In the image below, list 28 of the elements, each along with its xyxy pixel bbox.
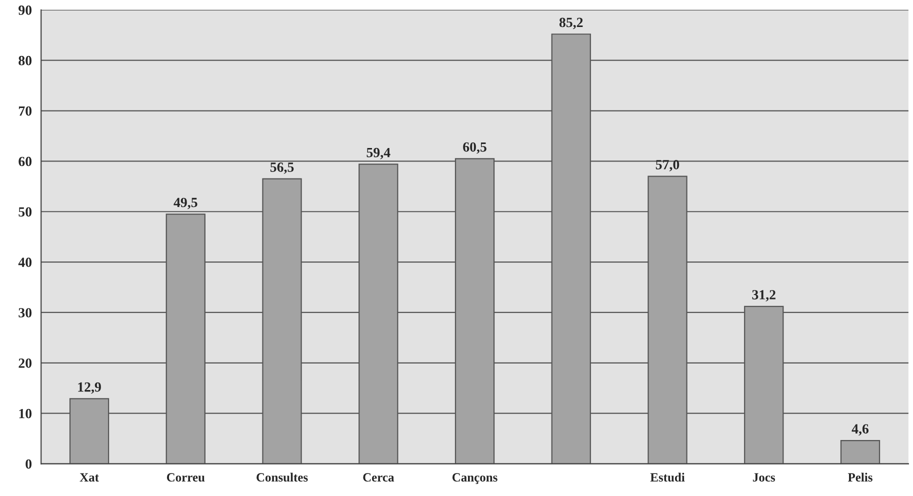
y-tick-label: 60 — [18, 156, 32, 166]
y-tick-label: 0 — [26, 459, 32, 469]
x-tick-label: Jocs — [752, 473, 776, 482]
data-label: 49,5 — [174, 198, 198, 210]
data-label: 85,2 — [559, 18, 583, 30]
data-label: 57,0 — [656, 160, 680, 172]
x-tick-label: Cançons — [452, 473, 498, 484]
y-tick-label: 50 — [18, 207, 32, 217]
data-label: 60,5 — [463, 142, 486, 154]
data-label: 4,6 — [852, 424, 869, 436]
data-label: 12,9 — [78, 382, 101, 394]
y-tick-label: 90 — [18, 6, 32, 15]
y-tick-label: 30 — [18, 308, 32, 318]
x-tick-label: Consultes — [256, 472, 308, 482]
y-tick-label: 20 — [18, 358, 32, 368]
x-tick-label: Cerca — [363, 473, 394, 482]
data-label: 56,5 — [270, 162, 294, 174]
data-label: 31,2 — [752, 290, 776, 302]
bar — [840, 440, 880, 464]
data-label: 59,4 — [366, 148, 390, 160]
x-tick-label: Xat — [80, 473, 99, 482]
y-tick-label: 40 — [18, 258, 32, 268]
y-tick-label: 10 — [19, 408, 32, 418]
y-tick-label: 70 — [18, 106, 32, 116]
x-tick-label: Pelis — [848, 472, 872, 482]
y-tick-label: 80 — [18, 56, 32, 66]
x-tick-label: Correu — [166, 473, 205, 482]
x-tick-label: Estudi — [650, 472, 685, 482]
